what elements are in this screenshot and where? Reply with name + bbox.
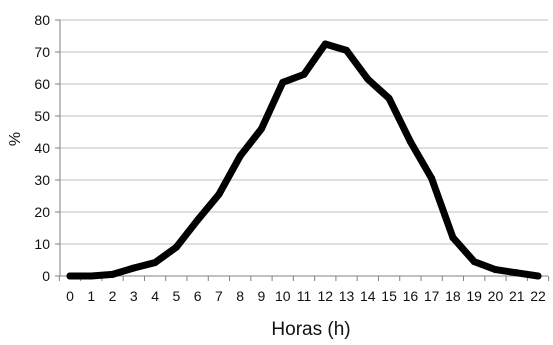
x-axis-tick-labels: 0 1 2 3 4 5 6 7 8 9 10 11 12 13 14 15 16 17 18 19 20 21 22 xyxy=(66,288,546,304)
data-point xyxy=(257,125,265,133)
x-tick-label: 11 xyxy=(297,288,312,304)
x-tick-label: 16 xyxy=(403,288,419,304)
x-tick-label: 5 xyxy=(172,288,180,304)
data-point xyxy=(236,152,244,160)
data-point xyxy=(172,243,180,251)
y-tick-label: 10 xyxy=(34,236,50,252)
y-tick-label: 40 xyxy=(34,140,50,156)
x-tick-label: 10 xyxy=(275,288,291,304)
x-tick-label: 22 xyxy=(530,288,546,304)
x-tick-label: 13 xyxy=(339,288,355,304)
y-tick-label: 0 xyxy=(42,268,50,284)
data-point xyxy=(385,94,393,102)
x-axis-title: Horas (h) xyxy=(271,319,350,340)
data-point xyxy=(66,272,74,280)
x-tick-label: 8 xyxy=(236,288,244,304)
x-tick-label: 15 xyxy=(381,288,397,304)
axes xyxy=(55,19,550,281)
data-point xyxy=(279,78,287,86)
data-point xyxy=(151,259,159,267)
x-tick-label: 7 xyxy=(215,288,223,304)
data-point xyxy=(321,40,329,48)
x-tick-label: 14 xyxy=(360,288,376,304)
x-tick-label: 2 xyxy=(109,288,117,304)
data-point xyxy=(406,138,414,146)
x-tick-label: 1 xyxy=(87,288,95,304)
data-point xyxy=(87,272,95,280)
data-point xyxy=(470,258,478,266)
data-point xyxy=(491,266,499,274)
x-tick-label: 21 xyxy=(509,288,525,304)
y-tick-label: 80 xyxy=(34,12,50,28)
series-line-0 xyxy=(66,40,542,280)
data-point xyxy=(343,46,351,54)
y-tick-label: 30 xyxy=(34,172,50,188)
data-point xyxy=(300,70,308,78)
x-tick-label: 20 xyxy=(488,288,504,304)
data-point xyxy=(109,270,117,278)
y-tick-label: 70 xyxy=(34,44,50,60)
data-point xyxy=(513,269,521,277)
x-tick-label: 19 xyxy=(466,288,482,304)
y-axis-title: % xyxy=(7,132,24,146)
x-tick-label: 17 xyxy=(424,288,440,304)
y-tick-label: 60 xyxy=(34,76,50,92)
y-tick-label: 50 xyxy=(34,108,50,124)
series-lines xyxy=(66,40,542,280)
data-point xyxy=(449,234,457,242)
data-point xyxy=(215,190,223,198)
x-tick-label: 0 xyxy=(66,288,74,304)
x-tick-label: 18 xyxy=(445,288,461,304)
x-tick-label: 12 xyxy=(317,288,333,304)
data-point xyxy=(194,216,202,224)
x-tick-label: 6 xyxy=(194,288,202,304)
x-tick-label: 9 xyxy=(258,288,266,304)
y-tick-label: 20 xyxy=(34,204,50,220)
y-axis-tick-labels: 0 10 20 30 40 50 60 70 80 xyxy=(34,12,50,284)
data-point xyxy=(428,174,436,182)
grid-lines xyxy=(60,19,548,245)
x-tick-label: 3 xyxy=(130,288,138,304)
x-tick-label: 4 xyxy=(151,288,159,304)
data-point xyxy=(364,75,372,83)
data-point xyxy=(130,264,138,272)
data-point xyxy=(534,272,542,280)
